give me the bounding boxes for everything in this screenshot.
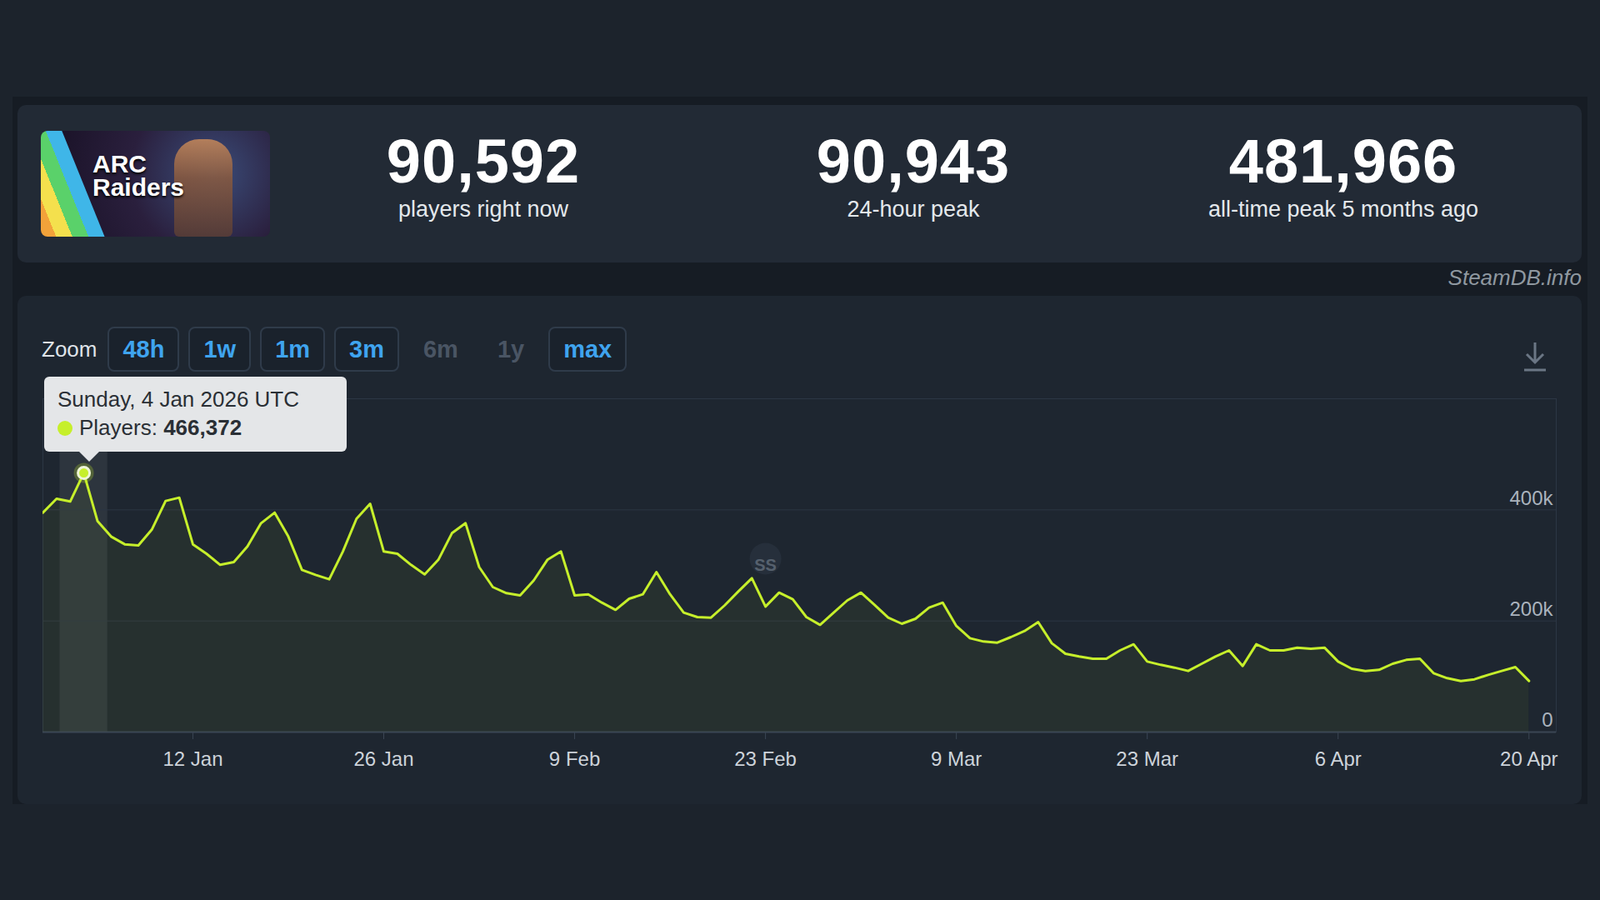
html-text:3m: 3m — [349, 335, 385, 363]
html-text:481,966: 481,966 — [1229, 126, 1458, 196]
html-text:ARC: ARC — [92, 150, 147, 178]
html-text:90,943: 90,943 — [816, 126, 1011, 196]
html-text:Sunday, 4 Jan 2026 UTC: Sunday, 4 Jan 2026 UTC — [57, 386, 300, 412]
svg-text:9 Mar: 9 Mar — [930, 747, 982, 770]
svg-text:6 Apr: 6 Apr — [1315, 747, 1362, 770]
svg-text:12 Jan: 12 Jan — [162, 747, 223, 770]
html-text:Raiders: Raiders — [92, 173, 185, 201]
svg-text:200k: 200k — [1509, 597, 1554, 620]
svg-text:23 Feb: 23 Feb — [734, 747, 797, 770]
html-text:SteamDB.info: SteamDB.info — [1448, 265, 1582, 290]
html-text:all-time peak 5 months ago: all-time peak 5 months ago — [1208, 196, 1479, 222]
svg-text:23 Mar: 23 Mar — [1115, 747, 1179, 770]
html-text:max: max — [563, 335, 612, 363]
svg-text:0: 0 — [1541, 708, 1553, 731]
svg-text:400k: 400k — [1509, 486, 1554, 510]
html-text:1m: 1m — [275, 335, 311, 363]
html-text:90,592: 90,592 — [386, 126, 581, 196]
svg-text:20 Apr: 20 Apr — [1500, 747, 1558, 770]
html-text:48h: 48h — [122, 335, 165, 363]
html-text:players right now: players right now — [398, 196, 569, 222]
svg-text:SS: SS — [754, 555, 777, 575]
html-text:1y: 1y — [497, 335, 525, 363]
svg-text:9 Feb: 9 Feb — [549, 747, 600, 770]
html-text:Players: 466,372: Players: 466,372 — [79, 415, 242, 440]
svg-text:26 Jan: 26 Jan — [353, 747, 414, 770]
html-text:1w: 1w — [203, 335, 236, 363]
html-text:24-hour peak: 24-hour peak — [847, 196, 980, 222]
html-text:6m: 6m — [423, 335, 459, 363]
html-text:Zoom: Zoom — [41, 336, 98, 362]
